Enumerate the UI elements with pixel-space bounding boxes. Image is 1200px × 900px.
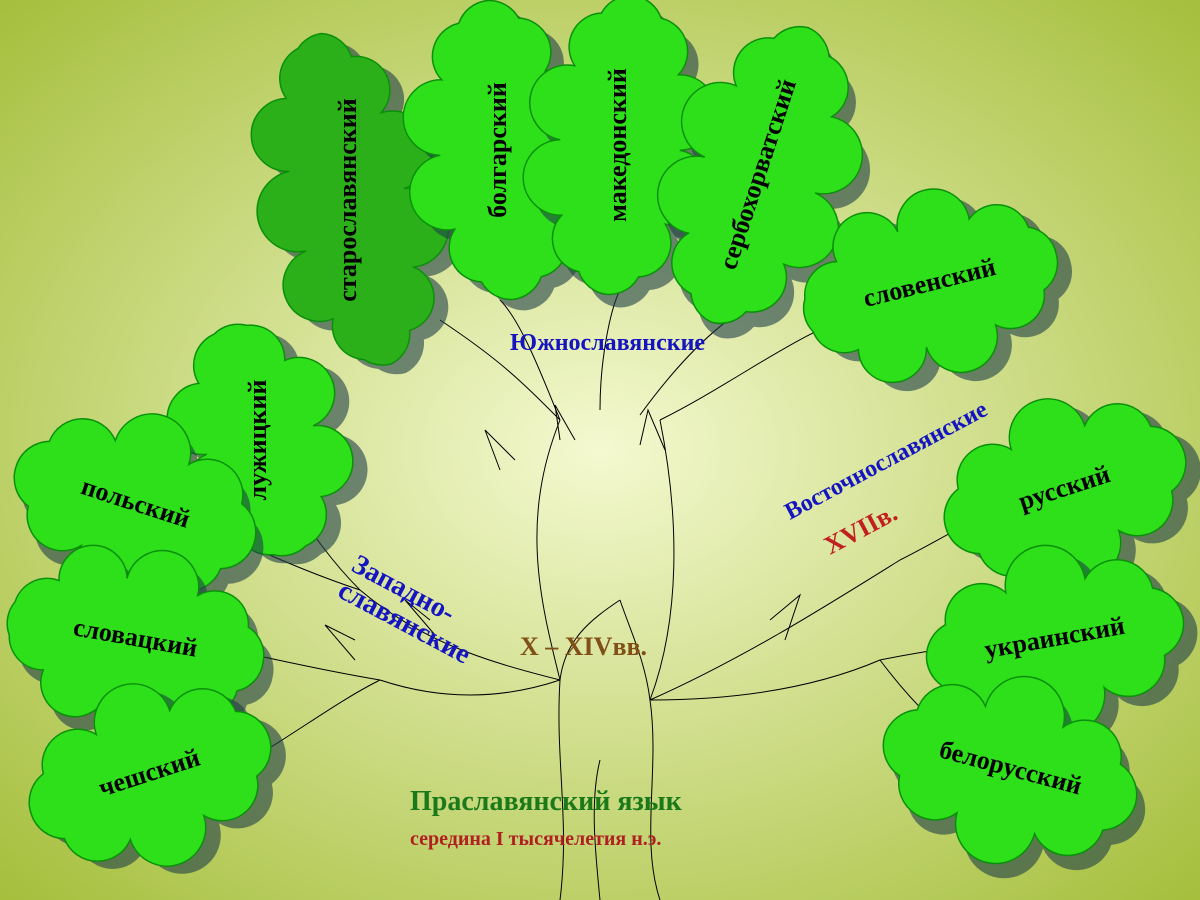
leaf-label: лужицкий: [243, 379, 272, 500]
proto-slavic-label: Праславянский язык: [410, 786, 683, 817]
diagram-svg: старославянскийболгарскиймакедонскийсерб…: [0, 0, 1200, 900]
proto-slavic-date: середина I тысячелетия н.э.: [410, 828, 661, 850]
leaf-label: болгарский: [483, 82, 512, 218]
branch-label-mid_date: X – XIVвв.: [520, 632, 647, 661]
leaf-label: македонский: [603, 68, 632, 222]
branch-label-south: Южнославянские: [510, 330, 705, 356]
slavic-language-tree: старославянскийболгарскиймакедонскийсерб…: [0, 0, 1200, 900]
leaf-label: старославянский: [333, 98, 362, 301]
